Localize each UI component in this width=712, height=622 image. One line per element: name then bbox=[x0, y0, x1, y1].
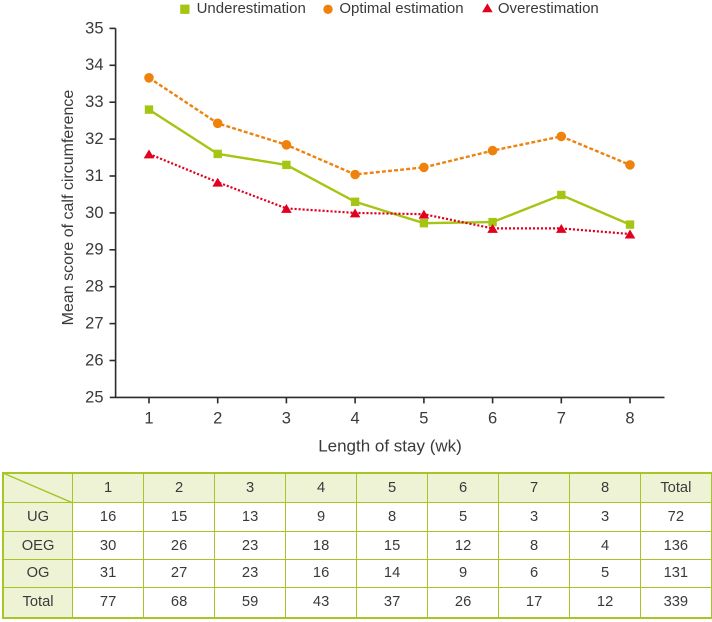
svg-text:35: 35 bbox=[85, 19, 103, 37]
svg-text:5: 5 bbox=[419, 409, 428, 427]
svg-text:30: 30 bbox=[85, 204, 103, 222]
svg-text:4: 4 bbox=[351, 409, 360, 427]
svg-text:28: 28 bbox=[85, 278, 103, 296]
svg-text:2: 2 bbox=[213, 409, 222, 427]
svg-text:7: 7 bbox=[557, 409, 566, 427]
svg-text:32: 32 bbox=[85, 130, 103, 148]
svg-text:1: 1 bbox=[144, 409, 153, 427]
svg-text:Length of stay (wk): Length of stay (wk) bbox=[318, 437, 462, 456]
svg-text:31: 31 bbox=[85, 167, 103, 185]
svg-text:6: 6 bbox=[488, 409, 497, 427]
svg-text:29: 29 bbox=[85, 241, 103, 259]
svg-text:Underestimation: Underestimation bbox=[197, 0, 306, 17]
svg-text:33: 33 bbox=[85, 93, 103, 111]
svg-text:Mean score of calf circumferen: Mean score of calf circumference bbox=[60, 90, 77, 326]
svg-text:25: 25 bbox=[85, 388, 103, 406]
svg-text:27: 27 bbox=[85, 315, 103, 333]
svg-text:3: 3 bbox=[282, 409, 291, 427]
svg-text:8: 8 bbox=[625, 409, 634, 427]
svg-text:26: 26 bbox=[85, 351, 103, 369]
svg-text:34: 34 bbox=[85, 56, 103, 74]
svg-text:Optimal estimation: Optimal estimation bbox=[339, 0, 463, 17]
svg-text:Overestimation: Overestimation bbox=[498, 0, 599, 17]
